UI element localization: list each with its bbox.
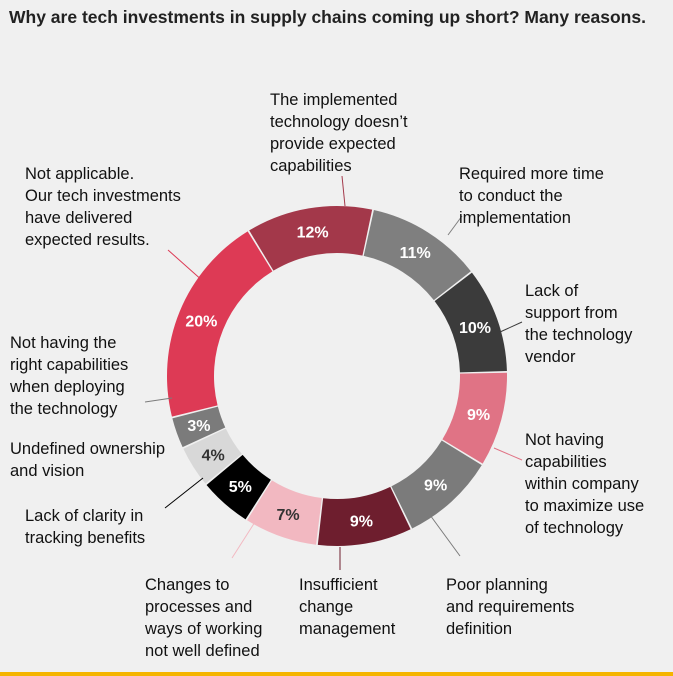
donut-slice xyxy=(167,231,273,417)
slice-category-label: Not having capabilities within company t… xyxy=(525,431,645,537)
chart-title: Why are tech investments in supply chain… xyxy=(9,7,646,27)
slice-category-label: Not having the right capabilities when d… xyxy=(10,334,129,418)
slice-category-label: Insufficient change management xyxy=(299,576,396,638)
slice-value-label: 20% xyxy=(185,314,217,331)
leader-line xyxy=(341,175,346,207)
slice-category-label: Changes to processes and ways of working… xyxy=(145,576,263,660)
leader-line xyxy=(144,397,173,403)
slice-value-label: 11% xyxy=(400,245,431,262)
donut-slice xyxy=(172,406,226,448)
bottom-accent-rule xyxy=(0,672,673,676)
leader-line xyxy=(499,321,523,333)
slice-category-label: The implemented technology doesn’t provi… xyxy=(270,91,408,175)
slice-value-label: 9% xyxy=(424,477,447,494)
leader-line xyxy=(447,215,463,236)
leader-line xyxy=(429,514,461,557)
slice-value-label: 5% xyxy=(229,479,252,496)
slice-value-label: 7% xyxy=(277,507,300,524)
slice-value-label: 3% xyxy=(187,418,210,435)
slice-category-label: Undefined ownership and vision xyxy=(10,440,166,480)
donut-slice xyxy=(391,440,482,529)
slice-value-label: 9% xyxy=(467,407,490,424)
slice-category-label: Not applicable. Our tech investments hav… xyxy=(25,165,181,249)
leader-line xyxy=(164,477,204,509)
slice-value-label: 12% xyxy=(297,225,329,242)
slice-category-label: Required more time to conduct the implem… xyxy=(459,165,604,227)
donut-slice xyxy=(206,454,271,520)
slice-value-label: 10% xyxy=(459,320,491,337)
leader-line xyxy=(493,447,523,461)
donut-slice xyxy=(317,486,411,546)
leader-line xyxy=(167,249,205,283)
donut-slice xyxy=(442,372,507,464)
donut-slice xyxy=(183,428,242,484)
slice-value-label: 9% xyxy=(350,513,373,530)
slice-category-label: Lack of clarity in tracking benefits xyxy=(25,507,146,547)
donut-slice xyxy=(434,272,507,373)
donut-slice xyxy=(247,480,322,545)
slice-value-label: 4% xyxy=(202,447,225,464)
donut-slice xyxy=(363,210,471,301)
slice-category-label: Lack of support from the technology vend… xyxy=(525,282,633,366)
donut-slice xyxy=(249,205,373,271)
slice-category-label: Poor planning and requirements definitio… xyxy=(446,576,575,638)
leader-line xyxy=(231,521,256,559)
